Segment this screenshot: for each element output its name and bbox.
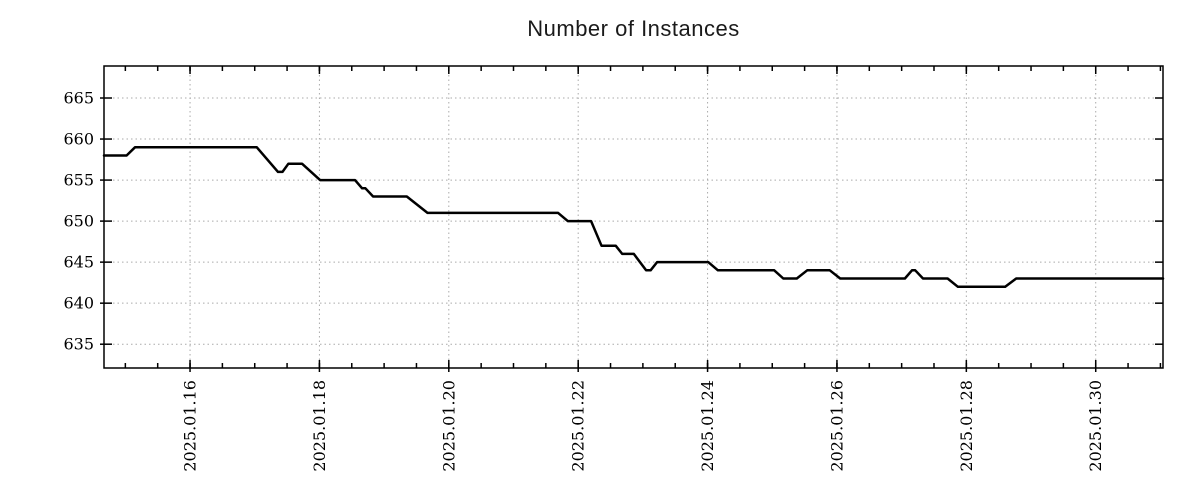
x-tick-label: 2025.01.28 (957, 380, 976, 472)
y-tick-label: 650 (63, 212, 94, 231)
x-tick-label: 2025.01.18 (310, 380, 329, 472)
x-tick-label: 2025.01.26 (827, 380, 846, 472)
y-tick-labels: 635 640 645 650 655 660 665 (63, 89, 94, 354)
plot-border (103, 65, 1164, 369)
x-tick-label: 2025.01.30 (1086, 380, 1105, 472)
x-tick-label: 2025.01.22 (569, 380, 588, 472)
tick-marks (100, 66, 1163, 372)
y-tick-label: 655 (63, 171, 94, 190)
y-tick-label: 665 (63, 89, 94, 108)
instances-line-series (102, 145, 1165, 289)
x-gridlines (189, 66, 1097, 368)
chart-title: Number of Instances (527, 16, 740, 41)
x-tick-label: 2025.01.16 (181, 380, 200, 472)
x-tick-labels: 2025.01.16 2025.01.18 2025.01.20 2025.01.22… (181, 380, 1106, 472)
y-tick-label: 640 (63, 294, 94, 313)
y-gridlines (104, 97, 1163, 345)
y-tick-label: 645 (63, 253, 94, 272)
y-tick-label: 635 (63, 335, 94, 354)
x-tick-label: 2025.01.24 (698, 380, 717, 472)
y-tick-label: 660 (63, 130, 94, 149)
x-tick-label: 2025.01.20 (439, 380, 458, 472)
